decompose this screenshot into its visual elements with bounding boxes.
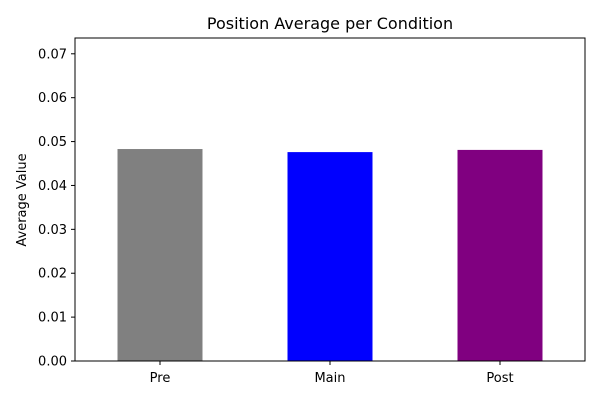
y-tick-label: 0.05 <box>38 135 67 150</box>
y-axis-label: Average Value <box>15 153 30 246</box>
y-tick-label: 0.03 <box>38 223 67 238</box>
y-tick-label: 0.01 <box>38 311 67 326</box>
x-tick-label: Main <box>314 371 345 386</box>
y-tick-label: 0.04 <box>38 179 67 194</box>
y-tick-label: 0.06 <box>38 91 67 106</box>
bars-group <box>117 149 543 361</box>
x-tick-label: Post <box>486 371 513 386</box>
plot-area-frame <box>74 37 586 362</box>
y-tick-label: 0.02 <box>38 267 67 282</box>
bar-pre <box>117 149 203 361</box>
x-tick-label: Pre <box>150 371 171 386</box>
x-ticks-group: Pre Main Post <box>150 361 514 386</box>
y-ticks-group: 0.00 0.01 0.02 0.03 0.04 0.05 0.06 0.07 <box>38 47 75 370</box>
bar-post <box>457 149 543 361</box>
bar-main <box>287 152 373 361</box>
y-tick-label: 0.07 <box>38 47 67 62</box>
chart-title: Position Average per Condition <box>207 14 453 33</box>
y-tick-label: 0.00 <box>38 355 67 370</box>
